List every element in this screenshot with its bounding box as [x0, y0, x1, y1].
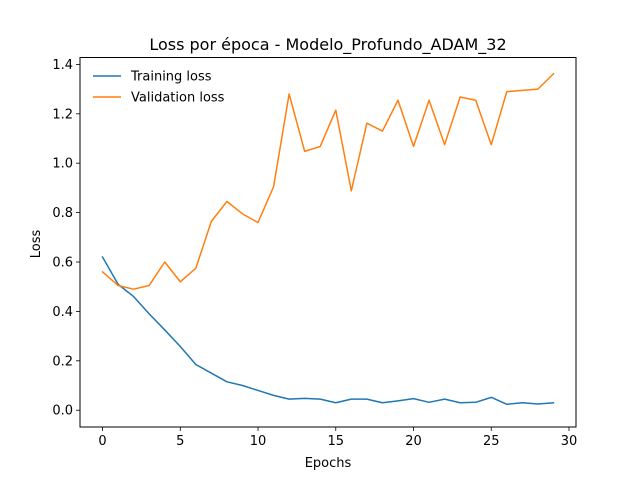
- x-axis-ticks: 0 5 10 15 20 25 30: [98, 427, 577, 449]
- plot-frame: [79, 57, 577, 428]
- series-line-training-loss: [101, 256, 555, 406]
- y-tick-label: 0.4: [52, 305, 73, 320]
- x-tick-label: 10: [250, 434, 267, 449]
- x-tick-label: 5: [176, 434, 184, 449]
- y-axis-ticks: 0.0 0.2 0.4 0.6 0.8 1.0 1.2 1.4: [52, 58, 80, 419]
- legend: Training loss Validation loss: [93, 70, 225, 106]
- plot-lines: [101, 72, 555, 406]
- x-tick-label: 20: [405, 434, 422, 449]
- y-tick-label: 1.0: [52, 157, 73, 172]
- y-tick-label: 0.8: [52, 206, 73, 221]
- x-tick-label: 25: [483, 434, 500, 449]
- y-tick-label: 0.2: [52, 354, 73, 369]
- x-axis-label: Epochs: [305, 456, 352, 471]
- legend-label: Training loss: [130, 70, 212, 85]
- legend-label: Validation loss: [131, 91, 225, 106]
- y-tick-label: 1.4: [52, 58, 73, 73]
- chart-title: Loss por época - Modelo_Profundo_ADAM_32: [149, 35, 506, 55]
- y-tick-label: 0.6: [52, 256, 73, 271]
- y-tick-label: 1.2: [52, 107, 73, 122]
- x-tick-label: 30: [561, 434, 578, 449]
- series-line-validation-loss: [101, 72, 555, 290]
- y-axis-label: Loss: [29, 230, 44, 259]
- y-tick-label: 0.0: [52, 404, 73, 419]
- x-tick-label: 0: [98, 434, 106, 449]
- x-tick-label: 15: [328, 434, 345, 449]
